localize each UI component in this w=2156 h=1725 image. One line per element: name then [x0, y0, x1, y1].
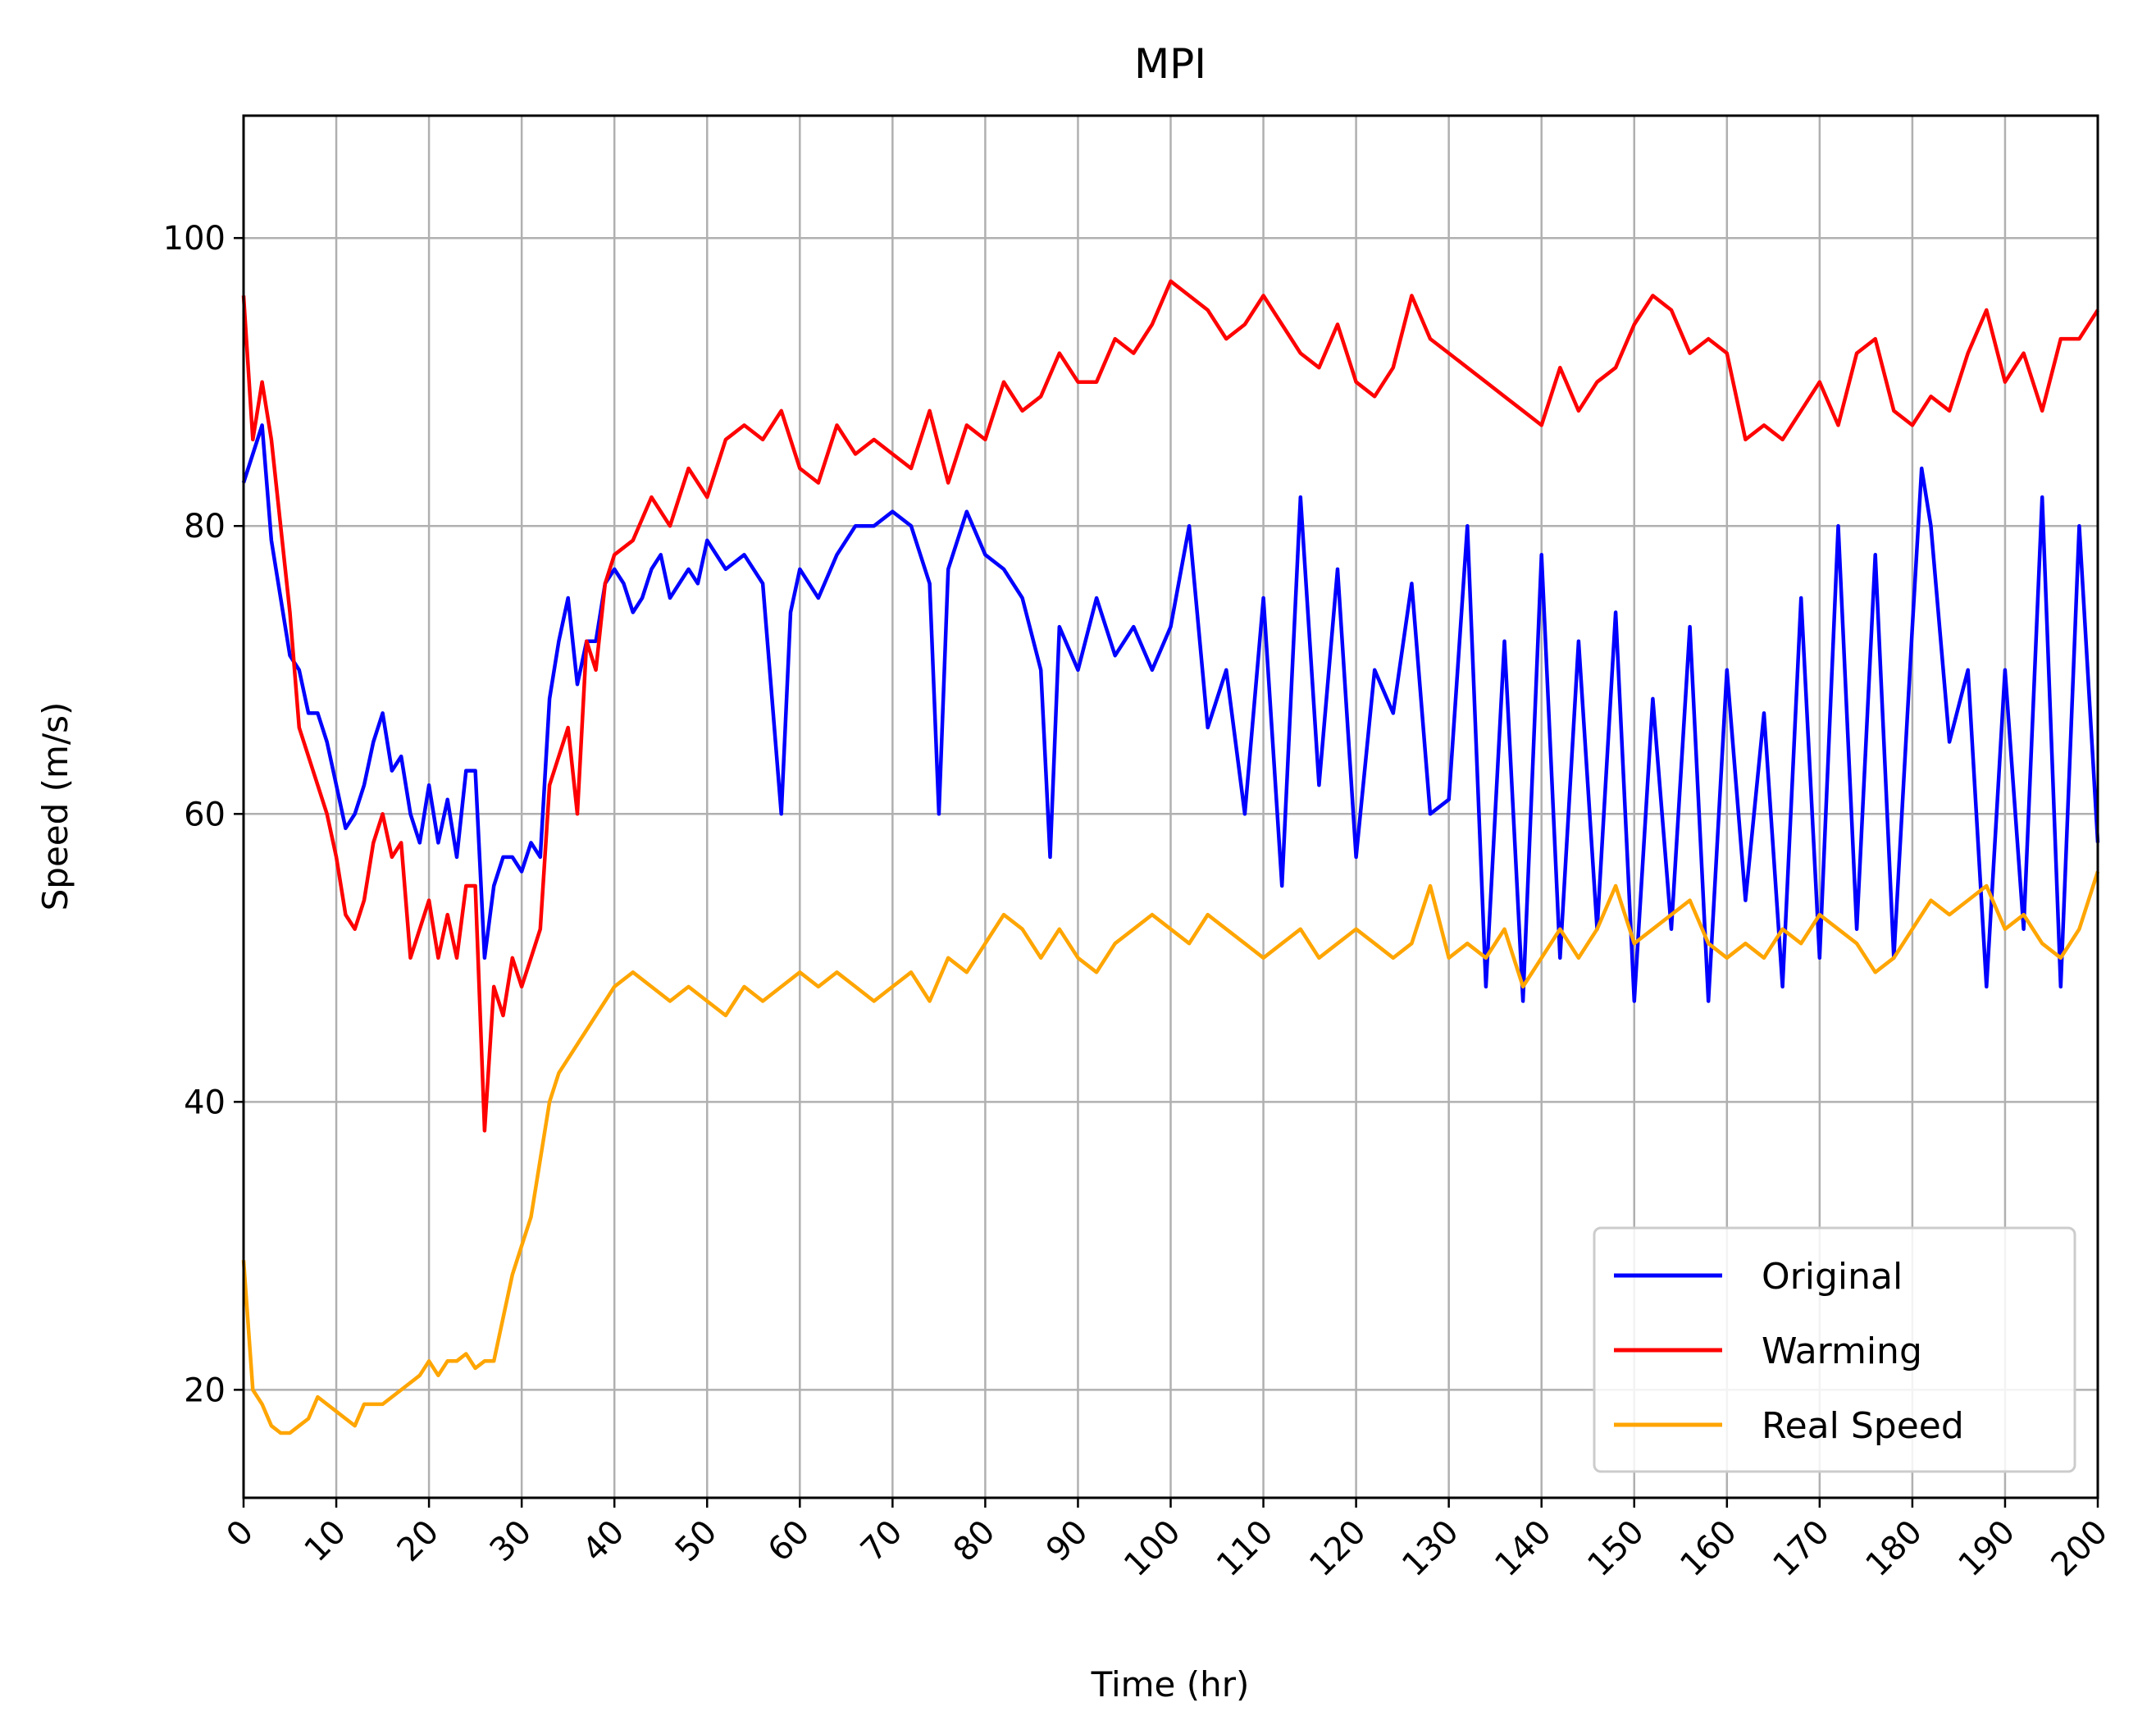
chart-title: MPI [1134, 40, 1206, 88]
y-tick-label: 20 [184, 1371, 226, 1409]
series-line-original [241, 423, 2100, 1003]
series-line-warming [241, 279, 2099, 1133]
y-axis-label: Speed (m/s) [35, 702, 75, 911]
legend-label-real-speed: Real Speed [1762, 1405, 1964, 1447]
x-axis-label: Time (hr) [1091, 1664, 1250, 1704]
y-tick-label: 80 [184, 508, 226, 545]
series-line-real-speed [241, 870, 2100, 1435]
legend-label-warming: Warming [1762, 1330, 1922, 1372]
legend: Original Warming Real Speed [1593, 1226, 2076, 1473]
legend-items: Original Warming Real Speed [1614, 1256, 1964, 1447]
y-tick-label: 40 [184, 1084, 226, 1121]
legend-box [1593, 1226, 2076, 1473]
series-lines [241, 279, 2100, 1435]
y-tick-label: 60 [184, 796, 226, 833]
y-tick-label: 100 [163, 220, 226, 258]
legend-label-original: Original [1762, 1256, 1903, 1298]
